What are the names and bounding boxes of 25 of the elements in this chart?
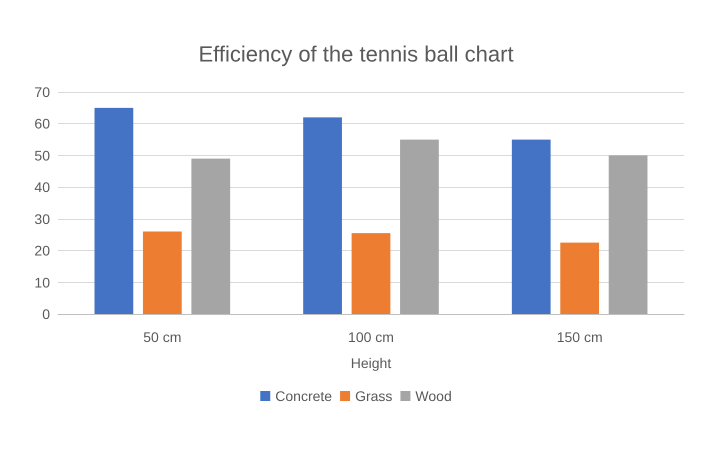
legend-label: Concrete	[275, 388, 332, 404]
bar	[191, 158, 230, 314]
y-tick-label: 30	[34, 210, 50, 227]
bar	[400, 140, 439, 314]
y-tick-label: 50	[34, 147, 50, 164]
y-tick-label: 0	[42, 306, 50, 322]
y-tick-label: 70	[34, 84, 50, 100]
x-axis-title: Height	[350, 355, 392, 371]
chart-title: Efficiency of the tennis ball chart	[198, 42, 514, 66]
y-tick-label: 60	[34, 116, 50, 132]
x-tick-label: 100 cm	[348, 329, 394, 345]
bar	[608, 155, 648, 314]
bar	[142, 232, 182, 314]
y-tick-label: 20	[34, 242, 50, 259]
y-tick-label: 10	[34, 274, 50, 290]
bar	[352, 233, 390, 314]
y-tick-label: 40	[34, 179, 50, 196]
bar	[303, 117, 342, 314]
legend-label: Wood	[415, 388, 452, 404]
bar	[512, 140, 551, 314]
legend-label: Grass	[355, 388, 392, 404]
bar	[560, 242, 600, 314]
x-tick-label: 50 cm	[143, 329, 182, 345]
bar	[94, 108, 134, 314]
x-tick-label: 150 cm	[556, 329, 603, 345]
